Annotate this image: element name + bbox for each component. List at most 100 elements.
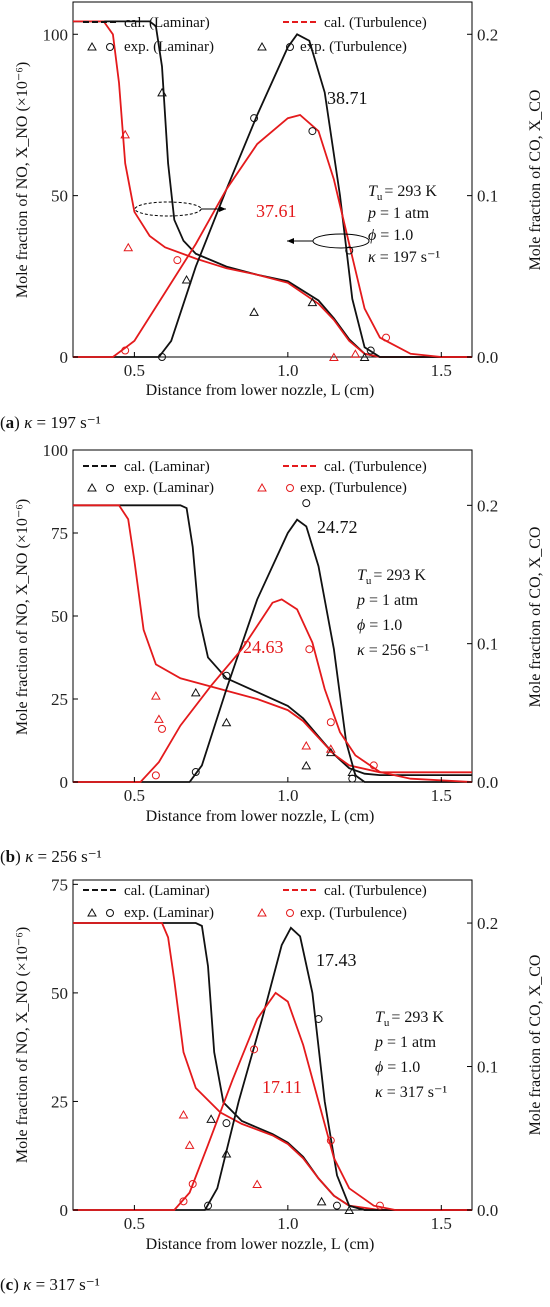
series-line-no_lam <box>73 33 472 358</box>
x-axis-label-a: Distance from lower nozzle, L (cm) <box>146 382 375 399</box>
x-axis-label-b: Distance from lower nozzle, L (cm) <box>146 808 375 825</box>
exp-point-turbulence-circle <box>188 1179 197 1188</box>
y-right-tick-label: 0.2 <box>477 496 498 515</box>
y-left-tick-label: 100 <box>43 441 69 460</box>
legend-triangle-turbulence <box>257 482 267 492</box>
plot-frame-b <box>72 449 473 783</box>
series-line-no_lam <box>73 926 472 1211</box>
peak-label-laminar-c: 17.43 <box>316 950 357 970</box>
cond-tu-a: Tu = 293 K <box>368 183 437 203</box>
exp-point-turbulence-triangle <box>123 242 134 252</box>
legend-exp-laminar: exp. (Laminar) <box>124 905 214 921</box>
axis-arrows-a <box>134 201 370 249</box>
exp-point-turbulence-circle <box>369 761 378 770</box>
legend-cal-laminar: cal. (Laminar) <box>124 15 210 31</box>
exp-point-laminar-triangle <box>249 307 259 316</box>
peak-label-turbulence-b: 24.63 <box>243 637 284 657</box>
y-axis-label-right-a: Mole fraction of CO, X_CO <box>527 90 544 271</box>
y-right-tick-label: 0.1 <box>477 1058 498 1077</box>
series-line-co_turb <box>73 922 472 1211</box>
legend-exp-turbulence: exp. (Turbulence) <box>300 39 407 55</box>
arrow-ellipse-right <box>312 233 370 249</box>
legend-circle-laminar <box>106 43 114 51</box>
exp-point-laminar-circle <box>191 768 200 777</box>
series-line-co_turb <box>73 504 472 774</box>
exp-point-laminar-circle <box>302 499 311 508</box>
panel-b: cal. (Laminar) cal. (Turbulence) exp. (L… <box>0 441 544 866</box>
arrow-ellipse-left <box>134 201 202 217</box>
legend-cal-turbulence: cal. (Turbulence) <box>324 15 427 31</box>
x-tick-label: 1.0 <box>277 361 298 380</box>
exp-point-turbulence-triangle <box>350 349 361 358</box>
cond-phi-b: ϕ = 1.0 <box>357 617 402 634</box>
series-line-no_lam <box>73 518 472 783</box>
exp-point-turbulence-circle <box>326 1136 335 1145</box>
y-right-tick-label: 0.1 <box>477 635 498 654</box>
exp-point-laminar-circle <box>204 1201 213 1210</box>
exp-point-turbulence-triangle <box>184 1140 195 1149</box>
arrow-head-left <box>219 206 226 212</box>
exp-point-turbulence-circle <box>158 724 167 733</box>
markers-layer-a <box>120 87 391 361</box>
series-line-co_lam <box>73 504 472 776</box>
markers-layer-b <box>151 499 378 783</box>
exp-point-turbulence-circle <box>375 1201 384 1210</box>
exp-point-turbulence-circle <box>250 1045 259 1054</box>
x-tick-label: 1.5 <box>431 1214 452 1233</box>
exp-point-turbulence-triangle <box>301 740 312 750</box>
legend-cal-laminar: cal. (Laminar) <box>124 883 210 899</box>
exp-point-turbulence-circle <box>121 346 130 355</box>
exp-point-laminar-triangle <box>307 297 318 307</box>
cond-phi-c: ϕ = 1.0 <box>375 1059 420 1076</box>
legend-a: cal. (Laminar) cal. (Turbulence) exp. (L… <box>83 15 427 55</box>
x-tick-label: 1.5 <box>431 361 452 380</box>
exp-point-laminar-circle <box>308 127 317 136</box>
exp-point-turbulence-circle <box>173 256 182 265</box>
cond-tu-b: Tu = 293 K <box>357 567 426 587</box>
markers-layer-c <box>178 1014 384 1214</box>
y-left-tick-label: 100 <box>43 25 69 44</box>
y-axis-label-right-c: Mole fraction of CO, X_CO <box>527 955 544 1136</box>
y-left-tick-label: 25 <box>51 1092 68 1111</box>
exp-point-laminar-triangle <box>221 717 232 727</box>
cond-kappa-c: κ = 317 s⁻¹ <box>375 1084 447 1101</box>
legend-exp-turbulence: exp. (Turbulence) <box>300 905 407 921</box>
exp-point-laminar-circle <box>222 671 231 680</box>
caption-c: (c) κ = 317 s⁻¹ <box>0 1275 100 1294</box>
exp-point-laminar-triangle <box>359 352 370 361</box>
x-tick-label: 0.5 <box>124 786 145 805</box>
exp-point-turbulence-circle <box>326 718 335 727</box>
y-axis-label-left-c: Mole fraction of NO, X_NO (×10⁻⁶) <box>14 927 31 1163</box>
exp-point-turbulence-circle <box>179 1197 188 1206</box>
arrow-head-right <box>287 238 294 244</box>
y-right-tick-label: 0.2 <box>477 914 498 933</box>
y-right-tick-label: 0.0 <box>477 1201 498 1220</box>
x-tick-label: 1.5 <box>431 786 452 805</box>
peak-label-laminar-b: 24.72 <box>317 517 358 537</box>
y-left-tick-label: 50 <box>51 187 68 206</box>
exp-point-laminar-circle <box>222 1119 231 1128</box>
y-left-tick-label: 50 <box>51 607 68 626</box>
peak-label-laminar-a: 38.71 <box>327 88 368 108</box>
legend-c: cal. (Laminar) cal. (Turbulence) exp. (L… <box>83 883 427 921</box>
y-left-tick-label: 0 <box>60 348 69 367</box>
legend-cal-turbulence: cal. (Turbulence) <box>324 459 427 475</box>
y-left-tick-label: 50 <box>51 984 68 1003</box>
y-left-tick-label: 75 <box>51 875 68 894</box>
legend-triangle-laminar <box>87 482 97 492</box>
exp-point-laminar-circle <box>366 346 375 355</box>
series-line-no_turb <box>73 598 473 783</box>
x-tick-label: 0.5 <box>124 361 145 380</box>
exp-point-laminar-circle <box>250 114 259 123</box>
conditions-a: Tu = 293 K p = 1 atm ϕ = 1.0 κ = 197 s⁻¹ <box>367 183 440 266</box>
legend-circle-turbulence <box>286 43 294 51</box>
exp-point-laminar-triangle <box>181 275 192 284</box>
exp-point-laminar-triangle <box>344 1205 355 1214</box>
x-tick-label: 1.0 <box>277 1214 298 1233</box>
y-right-tick-label: 0.2 <box>477 25 498 44</box>
legend-cal-laminar: cal. (Laminar) <box>124 459 210 475</box>
caption-b: (b) κ = 256 s⁻¹ <box>0 847 102 866</box>
cond-p-c: p = 1 atm <box>374 1034 437 1051</box>
series-line-no_turb <box>73 114 472 358</box>
